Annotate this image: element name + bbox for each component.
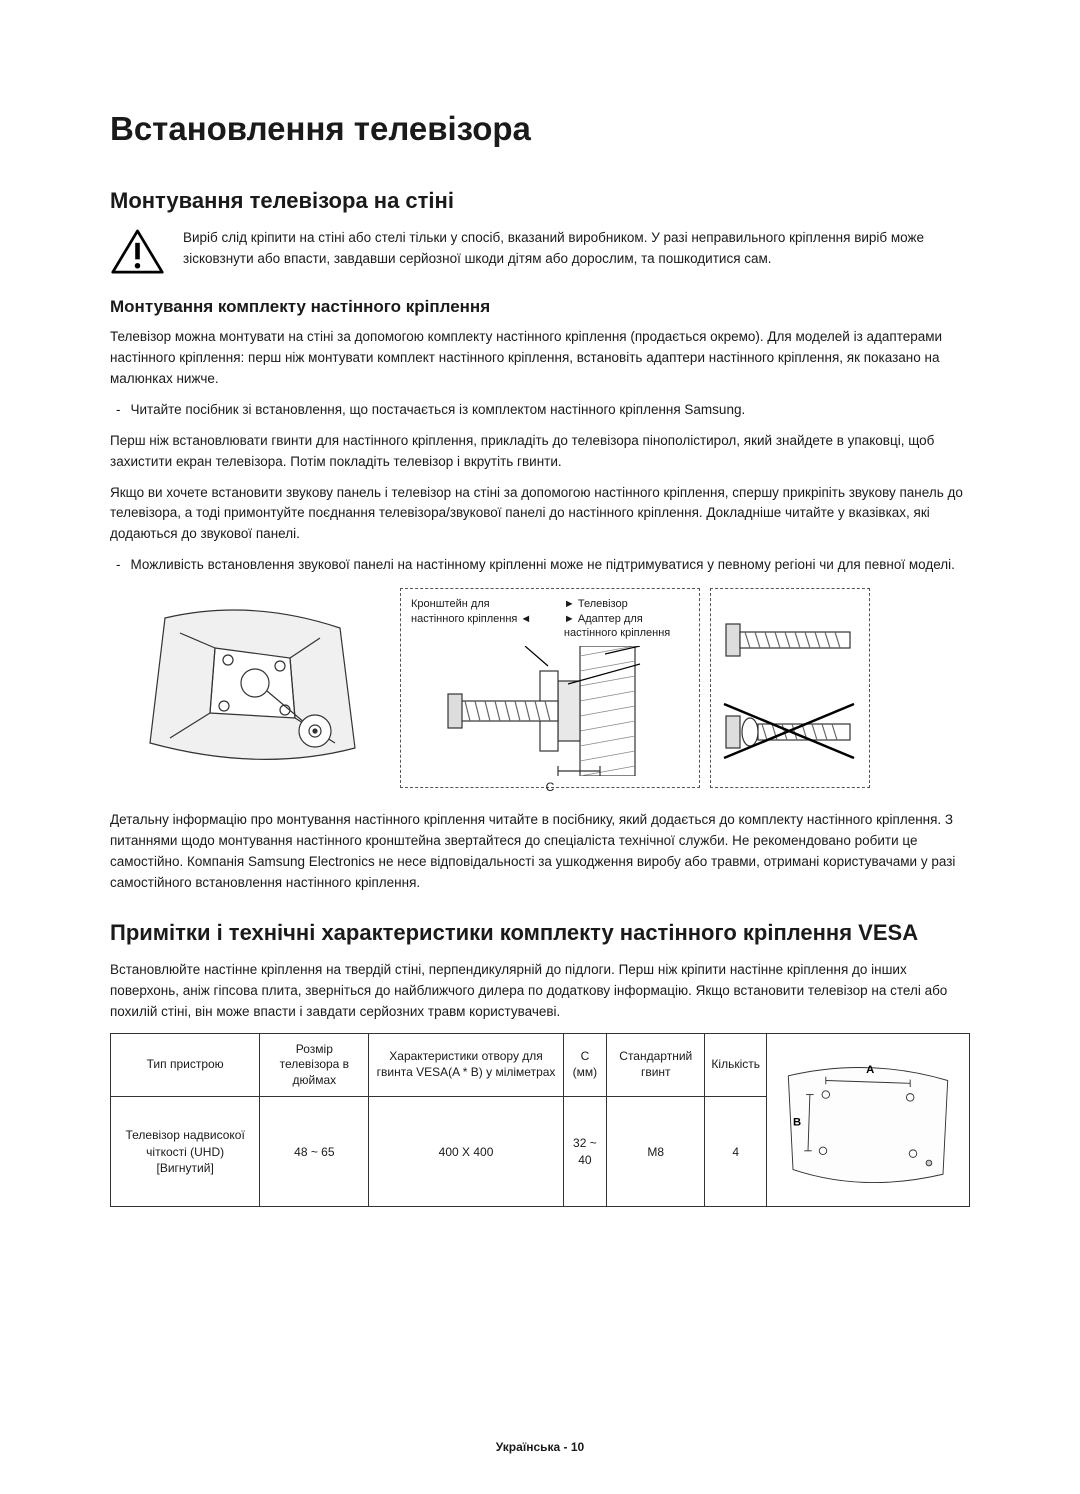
bullet-item: Читайте посібник зі встановлення, що пос… [110,400,970,421]
th-qty: Кількість [705,1033,767,1097]
diagram-wall-mount [110,588,390,788]
paragraph: Детальну інформацію про монтування насті… [110,810,970,894]
th-size: Розмір телевізора в дюймах [260,1033,369,1097]
td-device-type: Телевізор надвисокої чіткості (UHD) [Виг… [111,1097,260,1207]
th-c: C (мм) [563,1033,606,1097]
warning-triangle-icon [110,228,165,281]
warning-block: Виріб слід кріпити на стіні або стелі ті… [110,228,970,281]
section1-subheading: Монтування комплекту настінного кріпленн… [110,297,970,317]
td-screw: M8 [607,1097,705,1207]
ab-diagram-cell: A B [767,1033,970,1207]
bullet-text: Читайте посібник зі встановлення, що пос… [131,400,746,421]
label-tv-adapter: ► Телевізор ► Адаптер для настінного крі… [564,597,689,640]
paragraph: Якщо ви хочете встановити звукову панель… [110,483,970,546]
page-title: Встановлення телевізора [110,110,970,148]
th-device-type: Тип пристрою [111,1033,260,1097]
th-screw: Стандартний гвинт [607,1033,705,1097]
th-vesa: Характеристики отвору для гвинта VESA(A … [369,1033,563,1097]
bullet-text: Можливість встановлення звукової панелі … [131,555,955,576]
bullet-item: Можливість встановлення звукової панелі … [110,555,970,576]
label-tv-text: Телевізор [578,598,628,610]
paragraph: Встановлюйте настінне кріплення на тверд… [110,960,970,1023]
section2-heading: Примітки і технічні характеристики компл… [110,920,970,946]
td-size: 48 ~ 65 [260,1097,369,1207]
diagram-cross-section: Кронштейн для настінного кріплення ◄ ► Т… [400,588,700,788]
label-adapter-text: Адаптер для настінного кріплення [564,613,670,639]
diagram-row: Кронштейн для настінного кріплення ◄ ► Т… [110,588,970,788]
screw-no-icon [720,696,860,766]
screw-ok-icon [720,610,860,670]
label-bracket: Кронштейн для настінного кріплення ◄ [411,597,536,640]
a-label: A [866,1064,874,1076]
paragraph: Перш ніж встановлювати гвинти для настін… [110,431,970,473]
td-vesa: 400 X 400 [369,1097,563,1207]
vesa-spec-table: Тип пристрою Розмір телевізора в дюймах … [110,1033,970,1208]
table-header-row: Тип пристрою Розмір телевізора в дюймах … [111,1033,970,1097]
section1-heading: Монтування телевізора на стіні [110,188,970,214]
warning-text: Виріб слід кріпити на стіні або стелі ті… [183,228,970,270]
label-bracket-text: Кронштейн для настінного кріплення [411,598,517,624]
td-qty: 4 [705,1097,767,1207]
paragraph: Телевізор можна монтувати на стіні за до… [110,327,970,390]
td-c: 32 ~ 40 [563,1097,606,1207]
diagram-screws [710,588,870,788]
b-label: B [793,1116,801,1128]
page-footer: Українська - 10 [0,1440,1080,1454]
c-dimension-label: C [411,780,689,794]
